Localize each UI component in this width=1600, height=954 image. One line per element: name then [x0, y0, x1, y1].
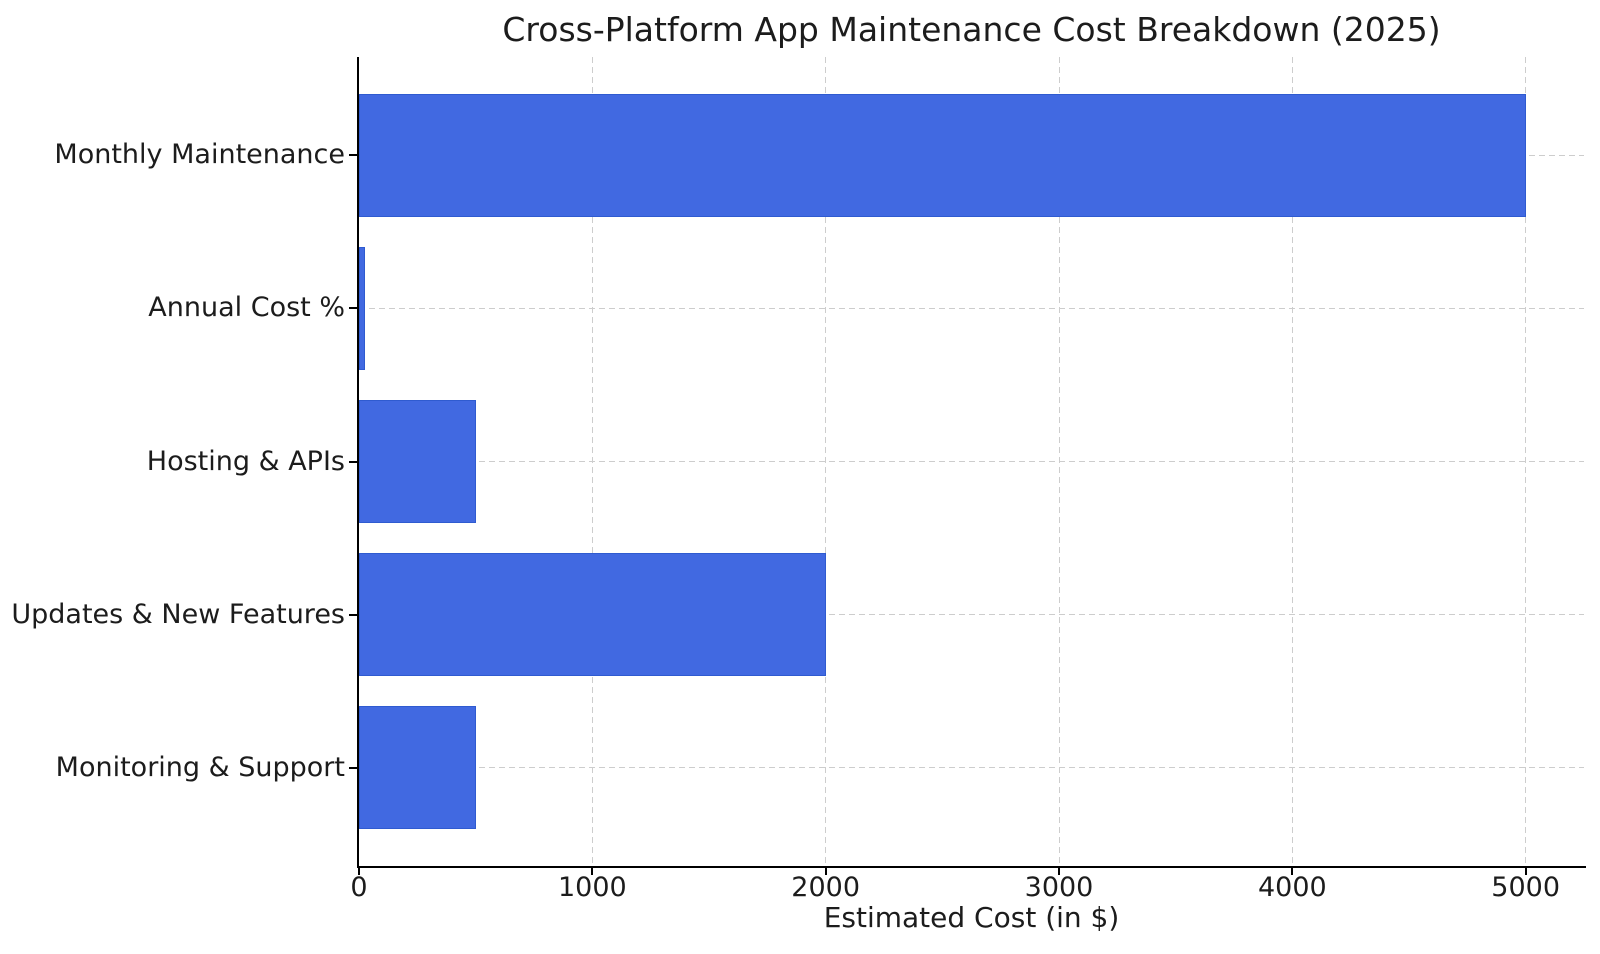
x-axis-tick — [1058, 868, 1060, 875]
horizontal-gridline — [359, 614, 1584, 616]
x-tick-label: 4000 — [1257, 872, 1327, 903]
x-axis-tick — [1291, 868, 1294, 875]
bar-annual-cost — [359, 246, 365, 370]
y-tick-label: Updates & New Features — [11, 598, 345, 630]
x-tick-label: 5000 — [1491, 872, 1561, 903]
plot-area — [359, 57, 1584, 866]
y-axis-spine — [357, 57, 359, 868]
x-axis-spine — [357, 866, 1586, 868]
y-axis-tick — [349, 766, 357, 769]
chart-title: Cross-Platform App Maintenance Cost Brea… — [502, 10, 1441, 49]
bar-monitoring-support — [359, 706, 476, 830]
x-axis-tick — [824, 868, 827, 875]
x-axis-tick — [591, 868, 594, 875]
y-tick-label: Monitoring & Support — [55, 751, 345, 783]
x-tick-label: 1000 — [557, 872, 627, 903]
bar-hosting-apis — [359, 400, 476, 523]
y-tick-label: Annual Cost % — [148, 292, 345, 324]
x-axis-tick — [1524, 868, 1527, 875]
x-axis-label: Estimated Cost (in $) — [823, 901, 1120, 934]
x-tick-label: 0 — [350, 872, 368, 903]
x-tick-label: 3000 — [1024, 872, 1094, 903]
bar-monthly-maintenance — [359, 93, 1526, 217]
x-tick-label: 2000 — [791, 872, 861, 903]
horizontal-gridline — [359, 307, 1584, 309]
y-axis-tick — [349, 460, 357, 463]
bar-updates-new-features — [359, 553, 826, 677]
x-axis-tick — [358, 868, 360, 875]
y-axis-tick — [349, 154, 357, 157]
y-axis-tick — [349, 613, 357, 616]
y-tick-label: Monthly Maintenance — [54, 139, 345, 171]
horizontal-gridline — [359, 461, 1584, 462]
horizontal-gridline — [359, 767, 1584, 769]
y-tick-label: Hosting & APIs — [146, 445, 345, 477]
y-axis-tick — [349, 307, 357, 310]
